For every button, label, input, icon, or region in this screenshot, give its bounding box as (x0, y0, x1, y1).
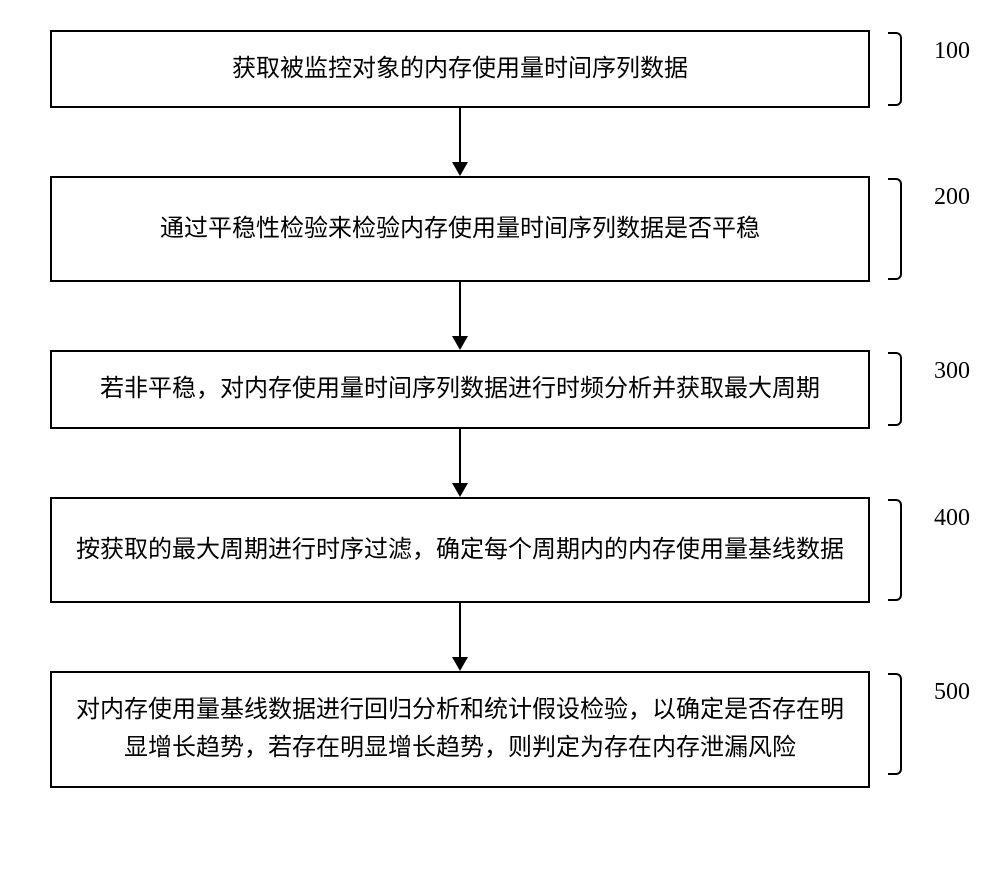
arrow-line (459, 282, 461, 338)
flowchart-container: 获取被监控对象的内存使用量时间序列数据100 通过平稳性检验来检验内存使用量时间序… (50, 30, 950, 788)
brace-connector (888, 352, 902, 426)
arrow-head-icon (452, 162, 468, 176)
step-label: 200 (934, 184, 970, 211)
brace-connector (888, 499, 902, 601)
arrow-connector (459, 108, 461, 176)
step-row: 获取被监控对象的内存使用量时间序列数据100 (50, 30, 950, 108)
arrow-connector (459, 603, 461, 671)
step-label: 100 (934, 38, 970, 65)
arrow-line (459, 603, 461, 659)
step-box: 按获取的最大周期进行时序过滤，确定每个周期内的内存使用量基线数据 (50, 497, 870, 603)
step-row: 若非平稳，对内存使用量时间序列数据进行时频分析并获取最大周期300 (50, 350, 950, 428)
step-row: 按获取的最大周期进行时序过滤，确定每个周期内的内存使用量基线数据400 (50, 497, 950, 603)
step-box: 获取被监控对象的内存使用量时间序列数据 (50, 30, 870, 108)
brace-connector (888, 673, 902, 775)
arrow-line (459, 108, 461, 164)
arrow-head-icon (452, 336, 468, 350)
brace-connector (888, 178, 902, 280)
step-row: 对内存使用量基线数据进行回归分析和统计假设检验，以确定是否存在明显增长趋势，若存… (50, 671, 950, 788)
arrow-line (459, 429, 461, 485)
step-label: 400 (934, 505, 970, 532)
step-box: 若非平稳，对内存使用量时间序列数据进行时频分析并获取最大周期 (50, 350, 870, 428)
arrow-head-icon (452, 483, 468, 497)
arrow-connector (459, 429, 461, 497)
step-row: 通过平稳性检验来检验内存使用量时间序列数据是否平稳200 (50, 176, 950, 282)
arrow-connector (459, 282, 461, 350)
step-label: 500 (934, 679, 970, 706)
step-label: 300 (934, 358, 970, 385)
arrow-head-icon (452, 657, 468, 671)
step-box: 对内存使用量基线数据进行回归分析和统计假设检验，以确定是否存在明显增长趋势，若存… (50, 671, 870, 788)
step-box: 通过平稳性检验来检验内存使用量时间序列数据是否平稳 (50, 176, 870, 282)
brace-connector (888, 32, 902, 106)
